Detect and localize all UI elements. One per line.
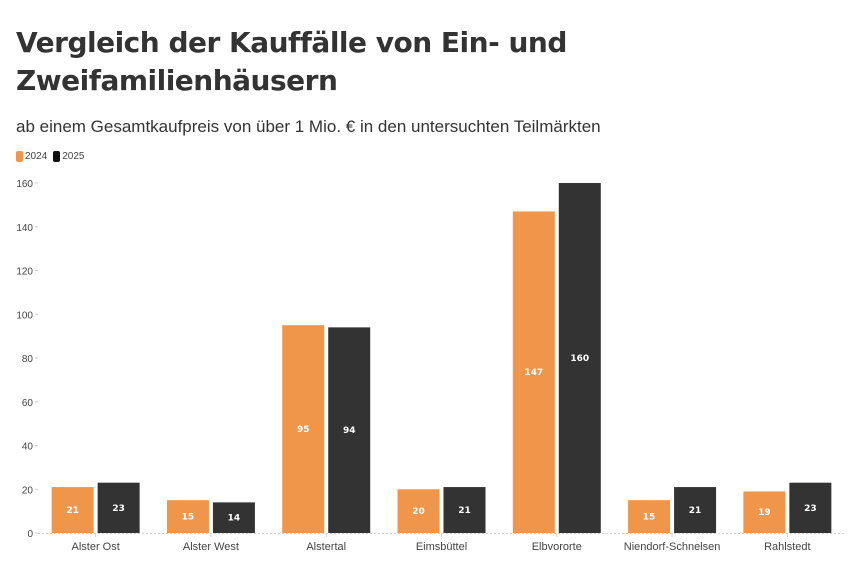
bars: 21 23 15 14 95 94 20 21 147 160 15 21 19 23: [51, 183, 832, 533]
bar-2024[interactable]: [628, 500, 671, 533]
bar-value-label: 19: [758, 508, 771, 518]
x-tick-label: Alster West: [183, 541, 239, 553]
bar-2024[interactable]: [397, 489, 440, 533]
bar-value-label: 94: [343, 426, 356, 436]
bar-2024[interactable]: [282, 325, 325, 533]
bar-value-label: 15: [643, 513, 656, 523]
y-tick-label: 20: [22, 485, 34, 496]
bar-2025[interactable]: [674, 487, 717, 533]
bar-value-label: 15: [182, 513, 195, 523]
x-tick-label: Alster Ost: [71, 541, 119, 553]
x-axis: Alster Ost Alster West Alstertal Eimsbüttel…: [38, 533, 845, 553]
legend-swatch-2024: [16, 151, 23, 162]
legend-label-2024: 2024: [25, 151, 48, 162]
y-tick-label: 0: [27, 529, 33, 540]
legend-item-2024[interactable]: 2024: [16, 151, 47, 162]
bar-value-label: 14: [228, 514, 241, 524]
bar-2025[interactable]: [789, 482, 832, 533]
y-tick-label: 60: [22, 398, 34, 409]
x-tick-label: Eimsbüttel: [416, 541, 467, 553]
y-axis: 0 20 40 60 80 100 120 140 160: [16, 179, 38, 540]
bar-value-label: 95: [297, 425, 310, 435]
bar-2024[interactable]: [743, 491, 786, 533]
legend-swatch-2025: [53, 151, 61, 162]
bar-2024[interactable]: [51, 487, 94, 533]
bar-2025[interactable]: [97, 482, 140, 533]
x-tick-label: Elbvororte: [532, 541, 582, 553]
y-tick-label: 140: [16, 223, 33, 234]
bar-2025[interactable]: [558, 183, 601, 533]
x-tick-label: Rahlstedt: [764, 541, 810, 553]
bar-value-label: 147: [524, 368, 543, 378]
bar-value-label: 21: [458, 506, 471, 516]
y-tick-label: 80: [22, 354, 34, 365]
bar-value-label: 23: [112, 504, 125, 514]
bar-2024[interactable]: [512, 211, 555, 533]
legend-label-2025: 2025: [62, 151, 85, 162]
legend: 2024 2025: [16, 151, 85, 162]
bar-value-label: 20: [412, 507, 425, 517]
bar-2025[interactable]: [443, 487, 486, 533]
legend-item-2025[interactable]: 2025: [53, 151, 85, 162]
y-tick-label: 120: [16, 267, 33, 278]
bar-value-label: 23: [804, 504, 817, 514]
x-tick-label: Niendorf-Schnelsen: [624, 541, 721, 553]
y-tick-label: 40: [22, 442, 34, 453]
bar-2025[interactable]: [212, 502, 255, 533]
y-tick-label: 160: [16, 179, 33, 190]
y-tick-label: 100: [16, 310, 33, 321]
bar-value-label: 160: [570, 354, 589, 364]
bar-value-label: 21: [689, 506, 702, 516]
bar-value-label: 21: [66, 506, 79, 516]
chart-subtitle: ab einem Gesamtkaufpreis von über 1 Mio.…: [16, 117, 601, 136]
chart-title: Vergleich der Kauffälle von Ein- und Zwe…: [16, 26, 567, 97]
bar-2024[interactable]: [166, 500, 209, 533]
bar-2025[interactable]: [328, 327, 371, 533]
x-tick-label: Alstertal: [306, 541, 346, 553]
